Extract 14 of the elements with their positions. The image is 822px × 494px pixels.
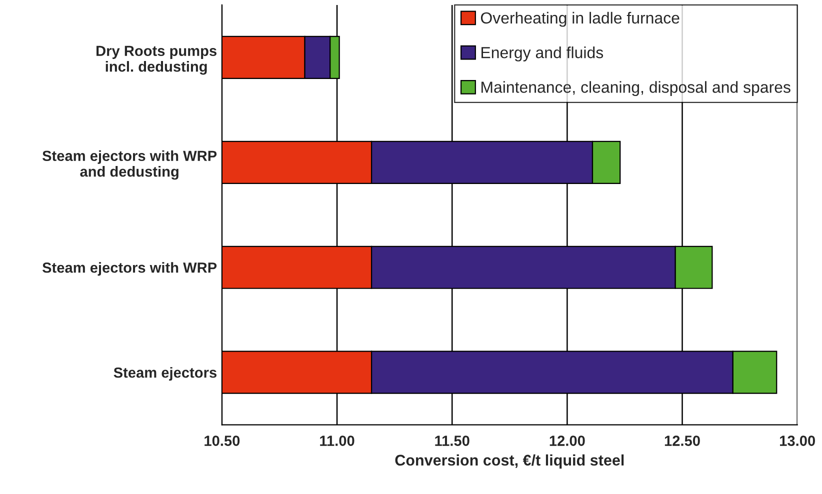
x-tick-label: 12.00 [550,436,585,446]
y-tick-label: Steam ejectors [114,367,216,381]
x-tick-label: 10.50 [204,436,240,446]
y-tick-label: Steam ejectors with WRP [42,262,217,276]
legend-label: Overheating in ladle furnace [480,12,680,27]
x-tick-label: 13.00 [780,436,815,446]
x-axis-title: Conversion cost, €/t liquid steel [395,454,624,469]
y-tick-label: Dry Roots pumps incl. dedusting [96,46,216,75]
x-tick-label: 11.50 [435,436,470,446]
x-tick-label: 11.00 [320,436,354,446]
legend-label: Maintenance, cleaning, disposal and spares [482,81,790,96]
y-tick-label: Steam ejectors with WRP and dedusting [42,150,217,180]
x-tick-label: 12.50 [664,436,700,446]
legend-label: Energy and fluids [482,46,604,62]
